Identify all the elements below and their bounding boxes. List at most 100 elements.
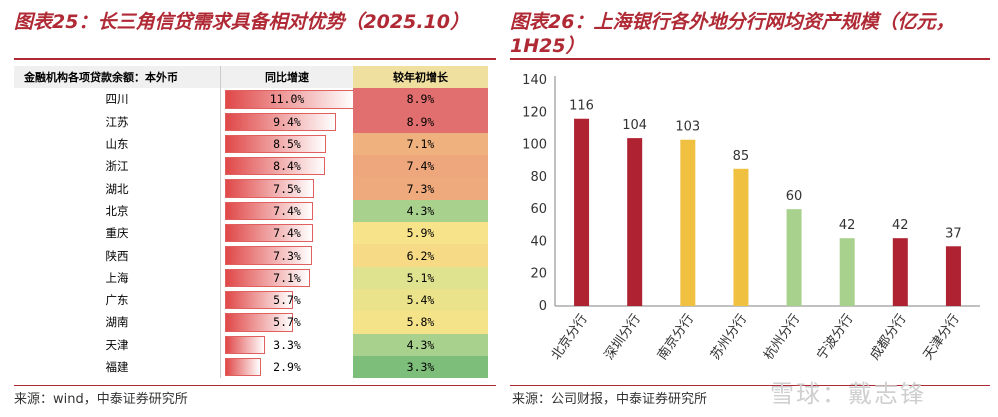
watermark-logo: 雪球：戴志锋 <box>770 380 926 408</box>
ytd-growth-value: 4.3% <box>406 337 435 352</box>
bar-value-label: 42 <box>839 218 856 233</box>
region-name: 重庆 <box>105 226 129 241</box>
y-tick-label: 0 <box>539 299 547 314</box>
bar-value-label: 42 <box>892 218 909 233</box>
header-yoy-growth: 同比增速 <box>220 66 353 89</box>
yoy-growth-cell: 5.7% <box>220 288 353 312</box>
yoy-growth-value: 8.4% <box>273 159 301 174</box>
ytd-growth-value: 8.9% <box>406 114 435 129</box>
region-name: 湖南 <box>105 315 129 330</box>
yoy-growth-cell: 7.4% <box>220 222 353 245</box>
left-figure-title: 图表25：长三角信贷需求具备相对优势（2025.10） <box>14 11 469 33</box>
yoy-growth-value: 7.1% <box>273 270 301 285</box>
bar-value-label: 85 <box>733 149 750 164</box>
yoy-growth-cell: 7.4% <box>220 199 353 223</box>
ytd-growth-cell: 6.2% <box>353 244 488 267</box>
right-footer-divider <box>510 385 990 386</box>
header-ytd-growth: 较年初增长 <box>353 66 488 89</box>
x-tick-label: 苏州分行 <box>707 311 750 363</box>
table-row: 北京 7.4% 4.3% <box>14 199 488 223</box>
region-name: 浙江 <box>105 159 129 174</box>
region-name: 陕西 <box>105 248 129 263</box>
bar <box>680 139 696 306</box>
y-tick-label: 120 <box>522 105 547 120</box>
yoy-growth-databar <box>225 335 266 354</box>
ytd-growth-value: 7.4% <box>406 159 435 174</box>
region-name: 福建 <box>105 360 129 374</box>
yoy-growth-cell: 7.3% <box>220 244 353 267</box>
yoy-growth-databar <box>225 224 314 243</box>
table-row: 湖北 7.5% 7.3% <box>14 177 488 200</box>
ytd-growth-cell: 7.3% <box>353 177 488 200</box>
yoy-growth-cell: 7.1% <box>220 266 353 289</box>
yoy-growth-value: 7.4% <box>273 226 301 241</box>
yoy-growth-cell: 8.5% <box>220 132 353 156</box>
branch-asset-bar-chart: 0 20 40 60 80 100 120 140 116 北京分行 104 深圳分行 103 南京分行 8… <box>522 73 980 363</box>
yoy-growth-databar <box>225 246 312 265</box>
ytd-growth-cell: 4.3% <box>353 333 488 356</box>
y-tick-label: 20 <box>530 267 547 282</box>
region-name: 上海 <box>105 270 129 285</box>
table-row: 重庆 7.4% 5.9% <box>14 222 488 245</box>
ytd-growth-cell: 8.9% <box>353 110 488 133</box>
region-name: 湖北 <box>105 181 129 196</box>
right-source-note: 来源：公司财报，中泰证券研究所 <box>512 392 708 407</box>
table-header-row: 金融机构各项贷款余额：本外币 同比增速 较年初增长 <box>14 66 488 89</box>
yoy-growth-cell: 7.5% <box>220 177 353 200</box>
left-source-note: 来源：wind，中泰证券研究所 <box>14 392 188 407</box>
table-row: 天津 3.3% 4.3% <box>14 333 488 356</box>
table-body: 四川 11.0% 8.9% 江苏 9.4% 8.9% 山东 8.5% 7.1% 浙江 8.4% 7.4… <box>14 88 488 379</box>
ytd-growth-value: 8.9% <box>406 92 435 107</box>
bar <box>892 238 908 306</box>
table-row: 山东 8.5% 7.1% <box>14 132 488 156</box>
yoy-growth-databar <box>225 179 315 198</box>
table-row: 浙江 8.4% 7.4% <box>14 155 488 178</box>
bar-value-label: 103 <box>675 120 700 135</box>
yoy-growth-databar <box>225 112 337 131</box>
yoy-growth-cell: 9.4% <box>220 110 353 133</box>
bar-value-label: 104 <box>622 118 647 133</box>
table-row: 湖南 5.7% 5.8% <box>14 311 488 334</box>
ytd-growth-value: 5.1% <box>406 270 435 285</box>
ytd-growth-value: 5.9% <box>406 226 435 241</box>
yoy-growth-value: 5.7% <box>273 293 301 308</box>
yoy-growth-value: 7.5% <box>273 181 301 196</box>
yoy-growth-value: 3.3% <box>273 337 301 352</box>
bar <box>945 246 961 306</box>
ytd-growth-value: 5.8% <box>406 315 435 330</box>
ytd-growth-cell: 8.9% <box>353 88 488 111</box>
region-name: 天津 <box>105 337 129 352</box>
ytd-growth-cell: 7.4% <box>353 155 488 178</box>
yoy-growth-value: 11.0% <box>269 92 305 107</box>
table-row: 江苏 9.4% 8.9% <box>14 110 488 133</box>
yoy-growth-value: 9.4% <box>273 114 301 129</box>
loan-growth-table: 金融机构各项贷款余额：本外币 同比增速 较年初增长 四川 11.0% 8.9% 江苏 9… <box>14 66 488 379</box>
yoy-growth-databar <box>225 357 261 377</box>
yoy-growth-cell: 2.9% <box>220 355 353 379</box>
ytd-growth-value: 6.2% <box>406 248 435 263</box>
y-tick-label: 60 <box>530 202 547 217</box>
yoy-growth-databar <box>225 290 294 310</box>
x-tick-label: 北京分行 <box>549 312 591 363</box>
left-title-divider <box>14 58 496 60</box>
bar-value-label: 37 <box>945 226 962 241</box>
table-row: 四川 11.0% 8.9% <box>14 88 488 111</box>
ytd-growth-value: 5.4% <box>406 293 435 308</box>
region-name: 四川 <box>105 92 129 107</box>
yoy-growth-value: 7.4% <box>273 203 301 218</box>
bar <box>574 118 590 306</box>
yoy-growth-cell: 5.7% <box>220 311 353 334</box>
yoy-growth-databar <box>225 134 326 154</box>
region-name: 江苏 <box>105 114 129 129</box>
ytd-growth-value: 7.3% <box>406 181 435 196</box>
bar <box>627 138 643 306</box>
bar-value-label: 116 <box>569 99 594 114</box>
yoy-growth-value: 5.7% <box>273 315 301 330</box>
region-name: 山东 <box>105 137 129 152</box>
yoy-growth-cell: 11.0% <box>220 88 355 111</box>
x-tick-label: 宁波分行 <box>814 311 857 363</box>
bar <box>839 238 855 306</box>
ytd-growth-value: 4.3% <box>406 203 435 218</box>
left-footer-divider <box>14 385 496 386</box>
table-row: 广东 5.7% 5.4% <box>14 288 488 312</box>
